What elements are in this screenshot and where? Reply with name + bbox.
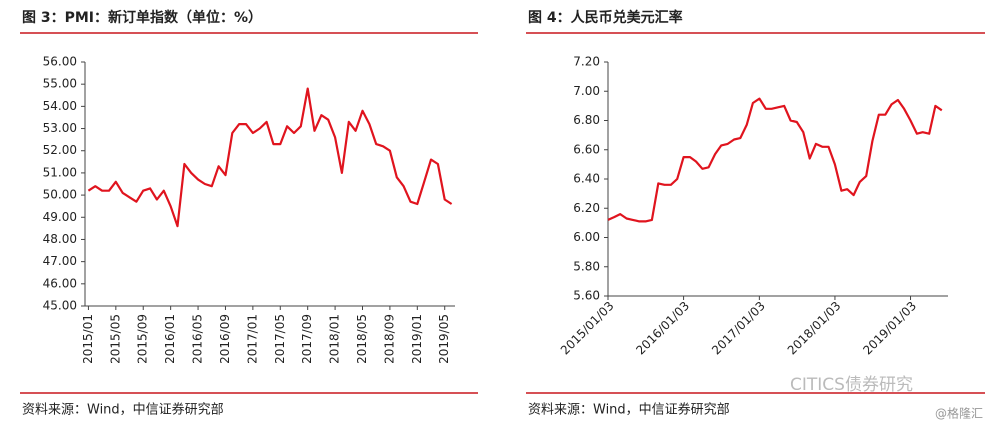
y-tick-label: 49.00 (43, 210, 77, 224)
y-tick-label: 48.00 (43, 232, 77, 246)
x-tick-label: 2016/05 (191, 314, 205, 364)
x-tick-label: 2015/09 (136, 314, 150, 364)
y-tick-label: 46.00 (43, 276, 77, 290)
series-line (87, 87, 453, 228)
chart-title: 图 4：人民币兑美元汇率 (528, 9, 683, 26)
x-tick-label: 2018/05 (355, 314, 369, 364)
y-tick-label: 5.80 (573, 259, 600, 273)
x-tick-label: 2016/09 (218, 314, 232, 364)
y-tick-label: 7.00 (573, 84, 600, 98)
x-tick-label: 2017/05 (273, 314, 287, 364)
x-tick-label: 2019/01/03 (860, 299, 919, 358)
x-tick-label: 2016/01 (163, 314, 177, 364)
y-tick-label: 6.60 (573, 142, 600, 156)
y-tick-label: 6.20 (573, 201, 600, 215)
y-tick-label: 53.00 (43, 121, 77, 135)
x-tick-label: 2017/01/03 (709, 299, 768, 358)
y-tick-label: 55.00 (43, 77, 77, 91)
y-tick-label: 52.00 (43, 143, 77, 157)
y-tick-label: 6.40 (573, 172, 600, 186)
x-tick-label: 2015/05 (108, 314, 122, 364)
y-tick-label: 7.20 (573, 55, 600, 69)
y-tick-label: 6.00 (573, 230, 600, 244)
x-tick-label: 2019/05 (437, 314, 451, 364)
watermark: CITICS债券研究 (790, 375, 913, 395)
x-tick-label: 2017/09 (300, 314, 314, 364)
x-tick-label: 2016/01/03 (633, 299, 692, 358)
y-tick-label: 5.60 (573, 289, 600, 303)
x-tick-label: 2015/01 (81, 314, 95, 364)
y-tick-label: 47.00 (43, 254, 77, 268)
x-tick-label: 2015/01/03 (558, 299, 617, 358)
y-tick-label: 50.00 (43, 188, 77, 202)
x-tick-label: 2018/01 (328, 314, 342, 364)
x-tick-label: 2017/01 (245, 314, 259, 364)
y-tick-label: 54.00 (43, 99, 77, 113)
y-tick-label: 45.00 (43, 299, 77, 313)
x-tick-label: 2018/09 (382, 314, 396, 364)
source: 资料来源：Wind，中信证券研究部 (22, 402, 224, 418)
y-tick-label: 56.00 (43, 55, 77, 69)
watermark: @格隆汇 (935, 406, 983, 421)
x-tick-label: 2018/01/03 (785, 299, 844, 358)
series-line (607, 97, 943, 223)
y-tick-label: 51.00 (43, 165, 77, 179)
source: 资料来源：Wind，中信证券研究部 (528, 402, 730, 418)
chart-title: 图 3：PMI：新订单指数（单位：%） (22, 9, 262, 26)
x-tick-label: 2019/01 (410, 314, 424, 364)
y-tick-label: 6.80 (573, 113, 600, 127)
